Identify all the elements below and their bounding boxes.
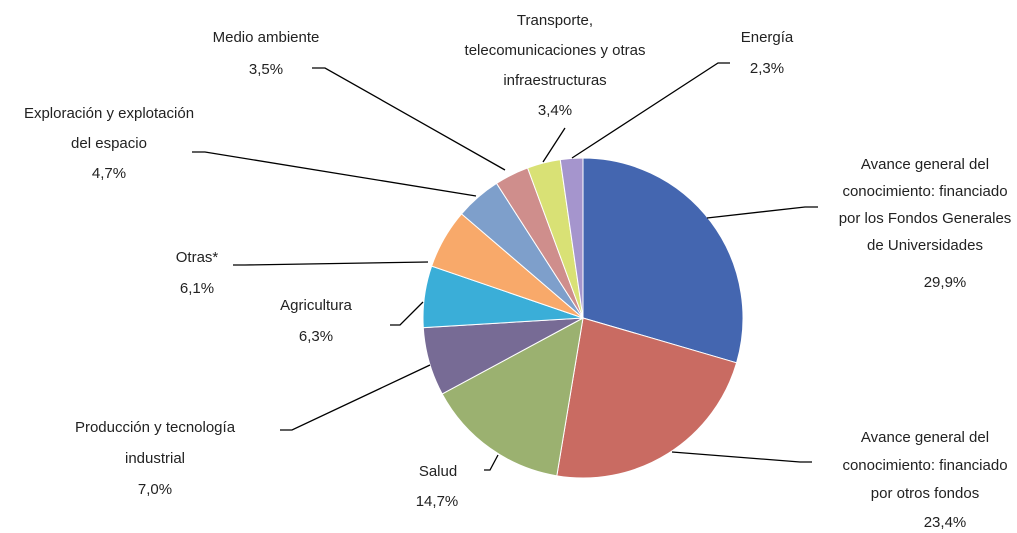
pie-slice: [441, 317, 584, 477]
value-label: 4,7%: [92, 165, 126, 182]
pie-slice: [582, 157, 744, 364]
leader-line: [312, 67, 506, 171]
slice-label: Exploración y explotación del espacio: [24, 105, 194, 152]
slice-label: Medio ambiente: [213, 29, 320, 46]
value-label: 6,1%: [180, 280, 214, 297]
leader-line: [233, 261, 429, 266]
slice-label: Avance general del conocimiento: financia…: [842, 429, 1007, 502]
value-label: 3,4%: [538, 102, 572, 119]
slice-label: Agricultura: [280, 297, 352, 314]
leader-line: [280, 364, 431, 431]
slice-label: Salud: [419, 463, 457, 480]
value-label: 2,3%: [750, 60, 784, 77]
leader-line: [671, 451, 812, 463]
value-label: 29,9%: [924, 274, 967, 291]
value-label: 6,3%: [299, 328, 333, 345]
value-label: 7,0%: [138, 481, 172, 498]
value-label: 14,7%: [416, 493, 459, 510]
pie-slice: [556, 317, 738, 479]
leader-line: [706, 206, 818, 219]
slice-label: Otras*: [176, 249, 219, 266]
leader-line: [542, 127, 566, 163]
leader-line: [484, 454, 499, 471]
value-label: 23,4%: [924, 514, 967, 531]
slice-label: Transporte, telecomunicaciones y otras inf…: [465, 12, 646, 89]
slice-label: Energía: [741, 29, 794, 46]
leader-line: [390, 301, 424, 326]
slice-label: Producción y tecnología industrial: [75, 419, 236, 467]
leader-line: [192, 151, 477, 197]
slice-label: Avance general del conocimiento: financia…: [839, 156, 1012, 254]
value-label: 3,5%: [249, 61, 283, 78]
leader-line: [571, 62, 730, 159]
pie-slice: [559, 157, 584, 319]
